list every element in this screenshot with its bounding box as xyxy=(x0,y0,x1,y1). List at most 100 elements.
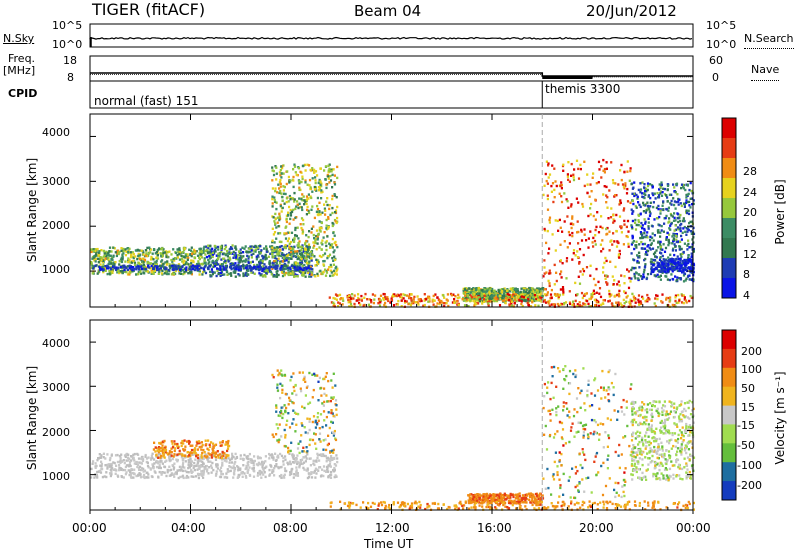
power-core-cell xyxy=(206,266,209,269)
power-ground-cell xyxy=(576,293,579,296)
power-cell-2 xyxy=(319,183,322,186)
velocity-gray-cell xyxy=(190,468,193,472)
velocity-gray-cell xyxy=(91,462,94,465)
power-cell-1 xyxy=(241,246,244,249)
power-cell-4 xyxy=(650,258,653,261)
velocity-gray-cell xyxy=(187,471,190,474)
velocity-gray-cell xyxy=(248,452,251,456)
power-cell-3 xyxy=(525,288,528,291)
power-cell-0 xyxy=(190,273,193,276)
power-cell-0 xyxy=(129,271,132,274)
power-cell-1 xyxy=(254,244,257,248)
power-cell-4 xyxy=(680,238,683,241)
power-cell-3 xyxy=(486,289,489,292)
power-cell-1 xyxy=(268,260,271,263)
power-cell-0 xyxy=(120,249,123,253)
power-core-cell xyxy=(230,264,233,268)
power-core-cell xyxy=(658,265,661,268)
power-ground-cell xyxy=(403,299,407,303)
power-scatter-cell xyxy=(623,187,626,190)
power-cell-4 xyxy=(659,231,662,234)
power-cell-4 xyxy=(659,274,662,277)
power-cell-2 xyxy=(299,223,302,226)
power-cell-2 xyxy=(286,256,289,260)
power-cell-4 xyxy=(651,186,654,189)
power-cell-2 xyxy=(311,205,314,208)
power-core-cell xyxy=(662,266,665,269)
power-cell-2 xyxy=(322,263,325,266)
power-cell-0 xyxy=(109,260,113,264)
power-cell-4 xyxy=(645,250,648,254)
power-scatter-cell xyxy=(611,243,614,246)
power-scatter-cell xyxy=(574,281,577,285)
power-scatter-cell xyxy=(625,235,628,238)
power-cell-2 xyxy=(313,216,316,220)
velocity-gray-cell xyxy=(92,460,95,463)
power-cell-3 xyxy=(516,293,519,296)
power-ground-cell xyxy=(590,293,593,296)
power-cell-2 xyxy=(279,249,282,252)
power-scatter-cell xyxy=(602,266,605,269)
power-scatter-cell xyxy=(562,169,565,172)
power-cell-0 xyxy=(92,248,95,251)
power-cell-2 xyxy=(276,221,279,224)
power-core-cell xyxy=(650,262,653,266)
power-cell-2 xyxy=(273,196,276,199)
power-core-cell xyxy=(156,265,159,268)
power-cell-2 xyxy=(271,205,274,208)
power-core-cell xyxy=(689,259,692,262)
power-cell-3 xyxy=(492,298,495,302)
velocity-gray-cell xyxy=(292,456,295,459)
velocity-gray-cell xyxy=(227,457,230,460)
power-cell-3 xyxy=(494,292,497,295)
power-cell-2 xyxy=(328,207,331,211)
power-scatter-cell xyxy=(615,245,619,248)
power-cell-4 xyxy=(679,224,682,227)
power-cell-0 xyxy=(160,252,163,255)
power-cell-2 xyxy=(302,271,305,274)
power-ground-cell xyxy=(405,294,409,297)
power-scatter-cell xyxy=(575,197,578,200)
velocity-gray-cell xyxy=(175,471,178,475)
power-cell-2 xyxy=(326,197,329,200)
power-cell-2 xyxy=(318,226,321,229)
power-scatter-cell xyxy=(546,229,549,233)
power-core-cell xyxy=(674,268,677,271)
power-cell-0 xyxy=(90,250,93,254)
power-cell-1 xyxy=(275,263,278,266)
power-ground-cell xyxy=(443,305,446,308)
power-cell-0 xyxy=(184,254,187,257)
velocity-gray-cell xyxy=(106,467,109,470)
power-cell-4 xyxy=(670,193,673,196)
power-cell-1 xyxy=(281,248,284,251)
power-cell-1 xyxy=(306,249,309,252)
velocity-gray-cell xyxy=(130,459,133,462)
power-cell-0 xyxy=(180,254,183,258)
power-cell-2 xyxy=(304,241,307,245)
power-core-cell xyxy=(668,267,672,271)
power-ground-cell xyxy=(532,296,535,299)
power-cell-4 xyxy=(657,207,660,211)
velocity-gray-cell xyxy=(289,462,292,466)
velocity-gray-cell xyxy=(147,456,150,459)
power-scatter-cell xyxy=(543,227,546,231)
power-ground-cell xyxy=(504,301,507,305)
power-cell-0 xyxy=(152,272,155,275)
power-cell-1 xyxy=(247,250,250,253)
power-core-cell xyxy=(237,268,240,272)
power-cell-2 xyxy=(314,239,317,242)
power-cell-2 xyxy=(331,173,334,177)
power-scatter-cell xyxy=(546,197,549,201)
power-cell-2 xyxy=(285,200,288,204)
velocity-gray-cell xyxy=(163,471,166,474)
power-cell-1 xyxy=(223,257,226,260)
power-cell-0 xyxy=(165,272,169,276)
power-core-cell xyxy=(177,267,180,270)
power-cell-0 xyxy=(119,270,122,273)
velocity-gray-cell xyxy=(295,473,298,476)
power-ground-cell xyxy=(350,305,353,308)
power-ground-cell xyxy=(489,300,493,303)
power-ground-cell xyxy=(475,303,478,306)
power-ground-cell xyxy=(330,301,333,304)
power-cell-1 xyxy=(220,271,223,275)
